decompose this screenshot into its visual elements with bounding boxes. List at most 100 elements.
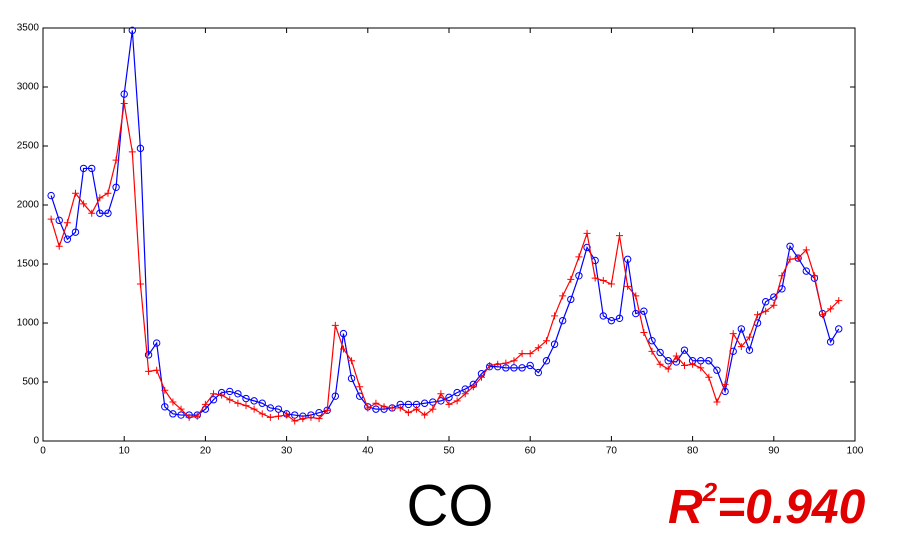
point: [510, 364, 518, 372]
point: [112, 183, 120, 192]
point: [47, 215, 55, 223]
point: [786, 242, 794, 251]
point: [437, 390, 445, 398]
point: [331, 392, 340, 400]
point: [559, 292, 567, 300]
x-tick-label: 10: [119, 446, 131, 457]
point: [80, 200, 88, 208]
point: [689, 360, 697, 368]
point: [210, 390, 218, 398]
point: [623, 255, 632, 263]
point: [63, 219, 71, 227]
point: [713, 366, 721, 374]
point: [185, 413, 193, 421]
x-tick-label: 60: [525, 446, 537, 457]
y-tick-label: 3000: [17, 82, 40, 93]
point: [616, 232, 624, 240]
point: [745, 333, 753, 341]
point: [258, 410, 266, 418]
point: [713, 398, 721, 406]
point: [697, 357, 705, 365]
point: [526, 350, 534, 358]
point: [534, 368, 543, 377]
point: [729, 330, 737, 338]
point: [169, 398, 177, 406]
point: [737, 325, 746, 333]
annotation-value: =0.940: [717, 481, 865, 534]
point: [827, 305, 835, 313]
point: [550, 340, 559, 348]
point: [47, 191, 55, 200]
point: [242, 402, 250, 410]
x-tick-label: 20: [200, 446, 212, 457]
point: [607, 280, 615, 288]
point: [632, 309, 640, 318]
annotation-sup: 2: [702, 477, 718, 507]
point: [802, 246, 810, 254]
point: [315, 415, 323, 423]
point: [518, 350, 526, 358]
point: [461, 390, 469, 398]
point: [274, 412, 282, 420]
point: [120, 100, 128, 108]
point: [599, 277, 607, 285]
point: [128, 148, 136, 156]
point: [364, 404, 372, 412]
point: [526, 361, 534, 370]
point: [835, 325, 843, 333]
point: [120, 90, 128, 98]
point: [640, 328, 648, 336]
point: [826, 338, 835, 346]
point: [477, 373, 485, 381]
point: [347, 374, 356, 383]
point: [607, 316, 616, 325]
point: [145, 367, 153, 375]
x-tick-label: 100: [847, 446, 864, 457]
point: [177, 405, 185, 413]
point: [615, 314, 624, 322]
point: [226, 387, 234, 396]
point: [672, 352, 680, 360]
point: [420, 399, 429, 407]
point: [339, 329, 348, 338]
point: [266, 413, 274, 421]
point: [136, 144, 145, 153]
point: [63, 235, 72, 243]
point: [380, 403, 388, 411]
y-tick-label: 1500: [17, 259, 40, 270]
chart-title: CO: [407, 473, 494, 538]
point: [258, 399, 266, 407]
point: [201, 400, 209, 408]
point: [558, 316, 567, 325]
point: [656, 348, 664, 357]
point: [242, 394, 250, 403]
point: [656, 360, 664, 368]
plot-frame: [42, 27, 856, 442]
point: [226, 396, 234, 404]
point: [542, 337, 550, 345]
point: [721, 380, 729, 388]
point: [144, 351, 153, 359]
point: [274, 405, 283, 413]
point: [835, 297, 843, 305]
point: [152, 339, 161, 347]
point: [786, 255, 794, 263]
point: [234, 399, 242, 407]
point: [250, 405, 258, 413]
point: [169, 410, 177, 418]
point: [640, 307, 648, 315]
point: [761, 298, 770, 306]
point: [128, 26, 137, 35]
x-tick-label: 80: [687, 446, 699, 457]
point: [705, 357, 713, 365]
y-tick-label: 500: [22, 377, 39, 388]
point: [193, 412, 201, 420]
point: [510, 357, 518, 365]
point: [323, 406, 331, 414]
point: [770, 293, 778, 301]
point: [583, 229, 591, 237]
point: [429, 405, 437, 413]
point: [71, 228, 80, 236]
point: [307, 413, 315, 421]
